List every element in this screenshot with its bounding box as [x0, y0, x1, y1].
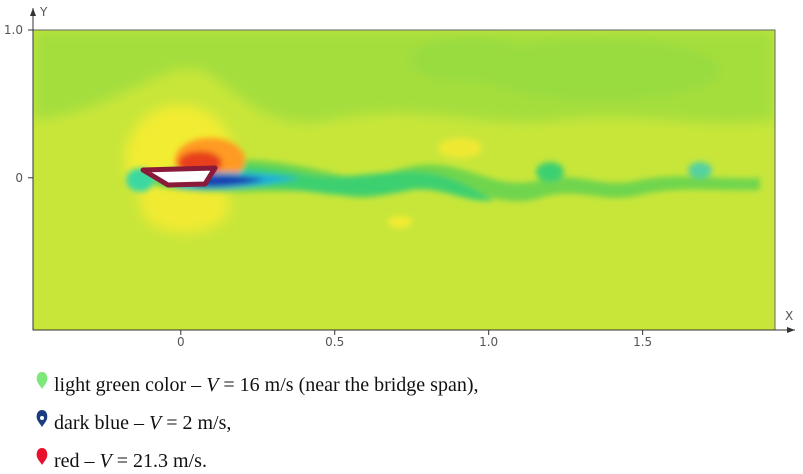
legend-text: = 21.3 m/s. — [112, 450, 207, 472]
legend-text: light green color – — [54, 374, 206, 396]
ticks: 0 0.5 1.0 1.5 1.0 0 — [4, 23, 652, 349]
legend-entry: light green color – V = 16 m/s (near the… — [54, 374, 479, 396]
legend-text: V — [206, 374, 221, 396]
legend-text: dark blue – — [54, 412, 149, 434]
y-tick-label: 1.0 — [4, 23, 23, 37]
y-axis-label: Y — [39, 5, 48, 19]
legend-icon — [36, 372, 48, 389]
legend-entry: dark blue – V = 2 m/s, — [54, 412, 231, 434]
x-tick-label: 0 — [177, 335, 185, 349]
legend-text: V — [100, 450, 115, 472]
x-tick-label: 1.0 — [479, 335, 498, 349]
x-arrow — [787, 327, 795, 333]
legend-icon — [36, 448, 48, 465]
x-tick-label: 1.5 — [633, 335, 652, 349]
legend-text: = 16 m/s (near the bridge span), — [218, 374, 478, 396]
y-tick-label: 0 — [15, 171, 23, 185]
legend: light green color – V = 16 m/s (near the… — [36, 372, 479, 472]
bridge-section — [140, 165, 218, 188]
legend-text: V — [149, 412, 164, 434]
x-axis-label: X — [785, 309, 793, 323]
x-tick-label: 0.5 — [325, 335, 344, 349]
contour-field — [33, 30, 775, 330]
legend-text: = 2 m/s, — [161, 412, 231, 434]
legend-entry: red – V = 21.3 m/s. — [54, 450, 207, 472]
legend-text: red – — [54, 450, 100, 472]
y-arrow — [30, 8, 36, 16]
legend-icon-dot — [40, 416, 44, 420]
